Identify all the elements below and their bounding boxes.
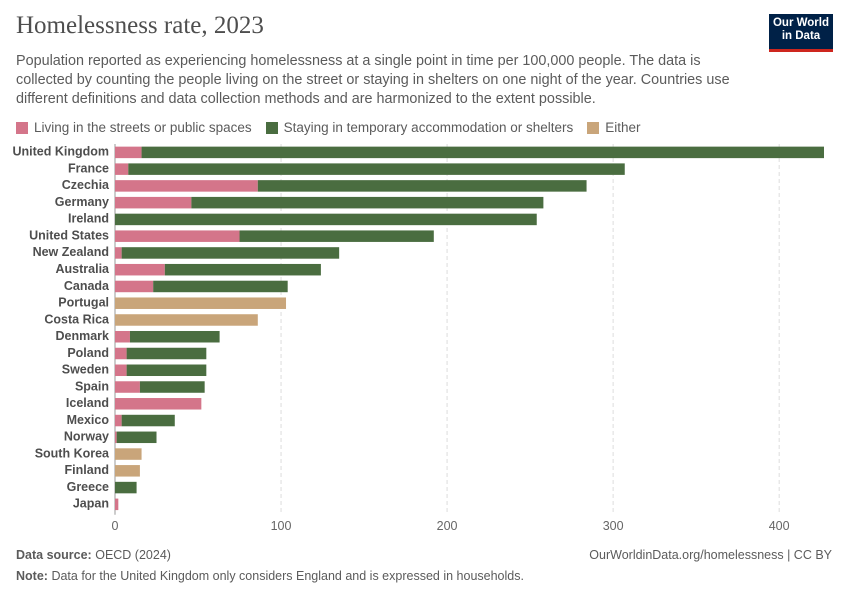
bar-segment (115, 280, 154, 293)
bar-segment (126, 347, 207, 360)
bar-segment (115, 364, 127, 377)
y-tick-label: Mexico (67, 413, 110, 427)
y-tick-label: Spain (75, 379, 109, 393)
url[interactable]: OurWorldinData.org/homelessness | CC BY (589, 548, 832, 562)
y-tick-label: Denmark (56, 329, 110, 343)
source-label: Data source: (16, 548, 92, 562)
bar-segment (153, 280, 288, 293)
x-tick-label: 0 (112, 519, 119, 530)
bar-segment (115, 414, 122, 427)
bar-segment (115, 314, 258, 326)
bar-segment (115, 448, 142, 460)
legend: Living in the streets or public spaces St… (16, 120, 641, 135)
bar-segment (126, 364, 207, 377)
bar-segment (115, 330, 130, 343)
y-tick-label: United Kingdom (12, 145, 109, 159)
note: Note: Data for the United Kingdom only c… (16, 569, 524, 583)
y-tick-label: Iceland (66, 396, 109, 410)
bar-segment (121, 247, 340, 259)
legend-label: Either (605, 120, 641, 135)
bar-segment (129, 330, 220, 343)
y-tick-label: France (68, 161, 109, 175)
y-tick-label: Canada (64, 279, 110, 293)
legend-swatch (16, 121, 28, 134)
bar-segment (115, 213, 537, 226)
legend-label: Staying in temporary accommodation or sh… (283, 120, 574, 135)
bar-segment (121, 414, 175, 427)
y-tick-label: Czechia (62, 178, 110, 192)
legend-label: Living in the streets or public spaces (34, 120, 252, 135)
bar-segment (128, 163, 625, 175)
bar-segment (257, 180, 587, 192)
bar-segment (164, 263, 321, 276)
bar-segment (115, 347, 127, 360)
bar-segment (115, 163, 129, 175)
logo[interactable]: Our World in Data (769, 14, 833, 52)
y-tick-label: Australia (56, 262, 111, 276)
bar-segment (191, 196, 544, 209)
source-text: OECD (2024) (95, 548, 171, 562)
bar-segment (115, 381, 140, 393)
logo-line: Our World (772, 17, 829, 29)
legend-swatch (587, 121, 600, 134)
bar-segment (115, 465, 140, 477)
y-tick-label: Poland (67, 346, 109, 360)
y-tick-label: Japan (73, 497, 109, 511)
bar-segment (115, 481, 137, 494)
y-tick-label: Greece (67, 480, 109, 494)
x-tick-label: 200 (437, 519, 458, 530)
y-tick-label: Norway (64, 430, 109, 444)
chart-subtitle: Population reported as experiencing home… (16, 53, 730, 107)
x-tick-label: 100 (271, 519, 292, 530)
logo-line: in Data (781, 30, 821, 42)
bar-segment (115, 498, 119, 511)
bar-segment (115, 230, 240, 242)
chart-title: Homelessness rate, 2023 (16, 12, 264, 39)
note-text: Data for the United Kingdom only conside… (51, 569, 524, 583)
bar-segment (115, 431, 117, 444)
y-tick-label: Ireland (68, 212, 109, 226)
bar-segment (139, 381, 205, 393)
source: Data source: OECD (2024) (16, 548, 171, 562)
y-tick-label: Portugal (58, 296, 109, 310)
y-tick-label: New Zealand (33, 245, 109, 259)
x-tick-label: 300 (603, 519, 624, 530)
legend-item[interactable]: Staying in temporary accommodation or sh… (265, 120, 574, 135)
legend-swatch (265, 121, 278, 134)
x-tick-label: 400 (769, 519, 790, 530)
bar-segment (239, 230, 434, 242)
bar-segment (115, 297, 287, 309)
y-tick-label: Costa Rica (44, 312, 110, 326)
bar-segment (115, 398, 202, 410)
y-tick-label: Sweden (62, 363, 109, 377)
bar-segment (115, 180, 258, 192)
bar-segment (115, 247, 122, 259)
bar-segment (116, 431, 157, 444)
bar-segment (115, 196, 192, 209)
y-tick-label: Finland (65, 463, 109, 477)
note-label: Note: (16, 569, 48, 583)
chart: 0 100 200 300 400 United Kingdom France Czechia… (12, 144, 824, 530)
y-tick-label: South Korea (35, 446, 110, 460)
bar-segment (115, 146, 142, 159)
y-tick-label: United States (29, 228, 109, 242)
legend-item[interactable]: Either (587, 120, 641, 135)
bar-segment (141, 146, 824, 159)
legend-item[interactable]: Living in the streets or public spaces (16, 120, 252, 135)
bar-segment (115, 263, 165, 276)
y-tick-label: Germany (55, 195, 109, 209)
